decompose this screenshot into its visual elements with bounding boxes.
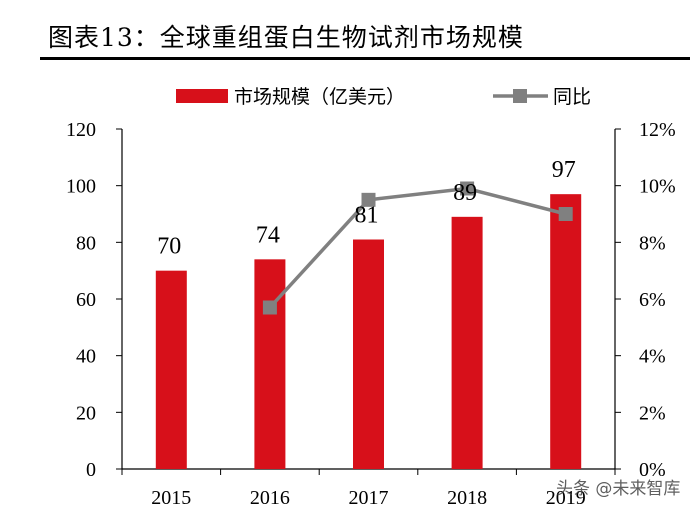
legend: 市场规模（亿美元） 同比 xyxy=(176,86,591,108)
y-tick-label-right: 8% xyxy=(639,232,666,254)
watermark-text: 头条 @未来智库 xyxy=(556,479,681,499)
data-labels: 70 74 81 89 97 xyxy=(157,157,575,260)
x-tick-label: 2018 xyxy=(447,487,487,509)
bar-value-label: 97 xyxy=(552,157,576,183)
figure-title: 图表13：全球重组蛋白生物试剂市场规模 xyxy=(48,23,524,52)
y-tick-label-left: 40 xyxy=(76,346,96,368)
y-tick-label-left: 60 xyxy=(76,289,96,311)
x-tick-label: 2017 xyxy=(349,487,389,509)
bar xyxy=(451,216,483,469)
y-tick-label-left: 100 xyxy=(66,176,96,198)
bar xyxy=(550,194,582,469)
bar-value-label: 81 xyxy=(355,203,379,229)
legend-label-bar: 市场规模（亿美元） xyxy=(234,86,405,108)
growth-marker xyxy=(262,300,277,315)
legend-label-line: 同比 xyxy=(553,86,591,108)
x-tick-label: 2016 xyxy=(250,487,290,509)
growth-marker xyxy=(460,181,475,196)
legend-swatch-marker xyxy=(513,89,527,103)
y-tick-label-left: 20 xyxy=(76,402,96,424)
bar-value-label: 74 xyxy=(256,222,280,248)
y-tick-label-right: 6% xyxy=(639,289,666,311)
y-tick-label-left: 120 xyxy=(66,119,96,141)
y-tick-label-left: 80 xyxy=(76,232,96,254)
bar-value-label: 89 xyxy=(453,180,477,206)
y-tick-label-right: 2% xyxy=(639,402,666,424)
x-tick-label: 2015 xyxy=(151,487,191,509)
y-tick-label-right: 4% xyxy=(639,346,666,368)
axes: 0 0% 20 2% 40 4% 60 6% 80 8% 100 10% 120 12% 2015 2016 2… xyxy=(66,119,676,509)
x-tick-label: 2019 xyxy=(546,487,586,509)
line-series xyxy=(262,181,573,315)
bar-value-label: 70 xyxy=(157,234,181,260)
bar-series xyxy=(155,194,582,469)
y-tick-label-right: 12% xyxy=(639,119,676,141)
growth-line xyxy=(268,186,567,309)
y-tick-label-right: 10% xyxy=(639,176,676,198)
legend-swatch-bar xyxy=(176,89,228,103)
growth-marker xyxy=(558,207,573,221)
watermark: 头条 @未来智库 xyxy=(556,474,680,499)
y-tick-label-left: 0 xyxy=(86,459,96,481)
bar xyxy=(353,239,384,469)
bar xyxy=(155,270,187,469)
y-tick-label-right: 0% xyxy=(639,459,666,481)
bar xyxy=(254,259,286,469)
title-rule xyxy=(40,57,690,60)
growth-marker xyxy=(361,192,376,207)
